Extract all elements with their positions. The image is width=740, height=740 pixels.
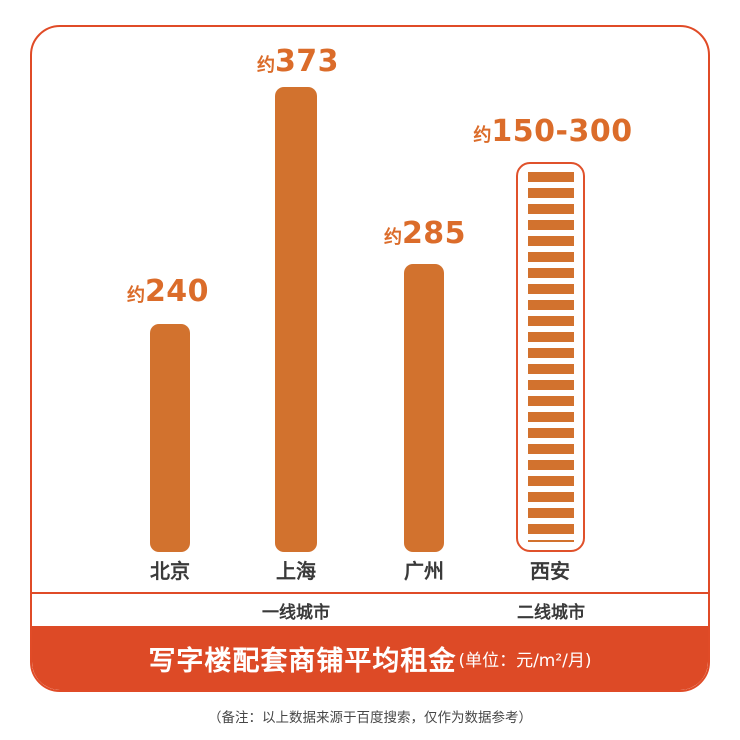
value-number: 285 xyxy=(401,216,467,251)
chart-title: 写字楼配套商铺平均租金 xyxy=(148,645,457,677)
value-label-guangzhou: 约285 xyxy=(384,217,466,251)
bar-xian-range-outline xyxy=(516,162,585,552)
city-label-shanghai: 上海 xyxy=(276,559,316,583)
value-number: 150-300 xyxy=(491,114,633,149)
chart-frame: 约240 约373 约285 约150-300 北京 上海 广州 西安 一线城市… xyxy=(30,25,710,692)
tier-label-second-tier: 二线城市 xyxy=(517,603,585,623)
chart-unit-label: (单位：元/m²/月) xyxy=(458,650,592,671)
value-label-shanghai: 约373 xyxy=(257,45,339,79)
approx-prefix: 约 xyxy=(473,125,492,146)
city-label-xian: 西安 xyxy=(530,559,570,583)
approx-prefix: 约 xyxy=(256,55,275,76)
bar-beijing xyxy=(150,324,190,552)
city-label-guangzhou: 广州 xyxy=(404,559,444,583)
approx-prefix: 约 xyxy=(383,227,402,248)
bar-guangzhou xyxy=(404,264,444,552)
value-number: 240 xyxy=(144,274,210,309)
tier-separator-line xyxy=(32,592,708,594)
value-label-xian: 约150-300 xyxy=(473,115,632,149)
value-label-beijing: 约240 xyxy=(127,275,209,309)
title-band: 写字楼配套商铺平均租金 (单位：元/m²/月) xyxy=(32,626,708,690)
bar-shanghai xyxy=(275,87,317,552)
tier-label-first-tier: 一线城市 xyxy=(262,603,330,623)
approx-prefix: 约 xyxy=(126,285,145,306)
bar-xian-stripes xyxy=(527,172,574,542)
value-number: 373 xyxy=(274,44,340,79)
city-label-beijing: 北京 xyxy=(150,559,190,583)
chart-note: （备注：以上数据来源于百度搜索，仅作为数据参考） xyxy=(208,710,532,726)
